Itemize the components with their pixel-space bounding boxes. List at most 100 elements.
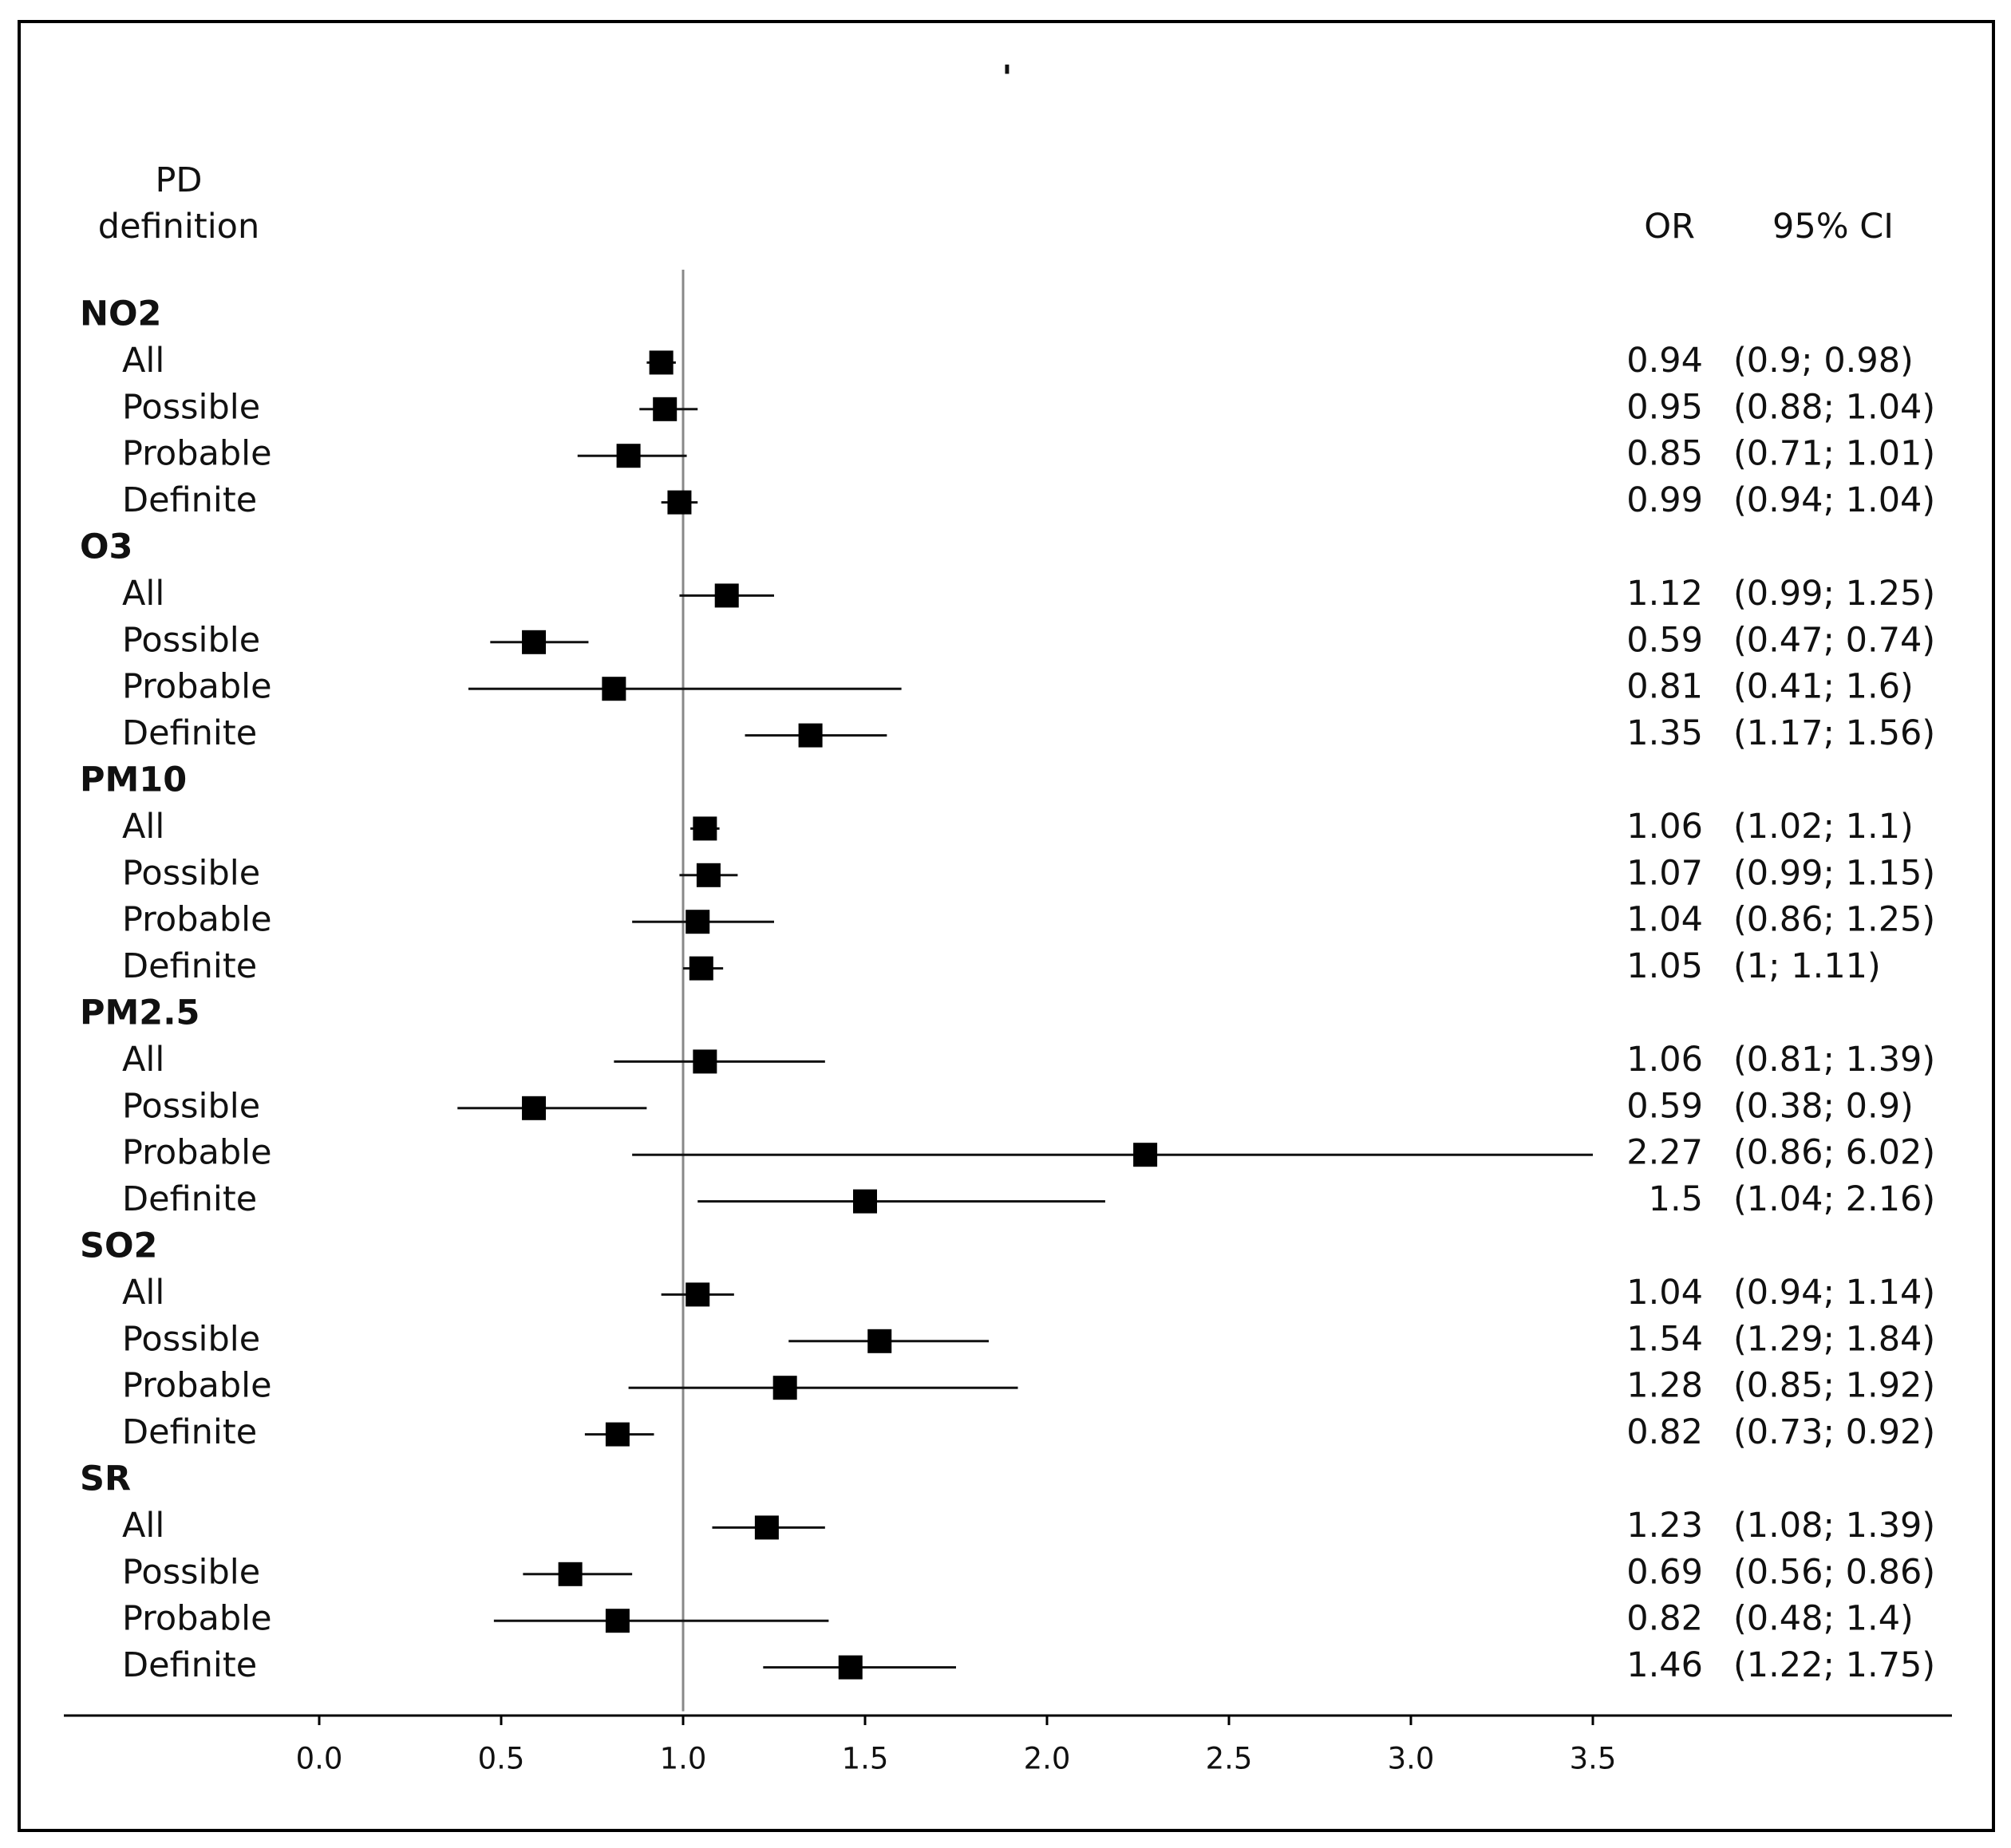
or-marker (616, 444, 641, 468)
row-label: Probable (122, 900, 272, 940)
row-label: Definite (122, 1645, 257, 1685)
plot-layer (457, 270, 1593, 1712)
x-tick-label: 2.5 (1206, 1742, 1253, 1776)
or-value: 1.06 (1626, 1040, 1703, 1080)
row-label: Definite (122, 480, 257, 520)
row-label: Possible (122, 1086, 260, 1126)
or-marker (798, 723, 823, 748)
or-value: 0.95 (1626, 387, 1703, 427)
or-value: 0.69 (1626, 1552, 1703, 1592)
row-label: Definite (122, 1179, 257, 1219)
or-marker (649, 350, 674, 375)
ci-value: (1.02; 1.1) (1733, 807, 1914, 847)
or-marker (714, 583, 739, 608)
or-value: 1.23 (1626, 1506, 1703, 1546)
ci-value: (1.04; 2.16) (1733, 1179, 1935, 1219)
or-marker (1133, 1143, 1158, 1167)
group-label: PM10 (80, 760, 187, 800)
or-marker (853, 1189, 877, 1214)
or-value: 1.07 (1626, 853, 1703, 893)
row-label: Probable (122, 1599, 272, 1639)
row-label: All (122, 807, 164, 847)
or-value: 1.28 (1626, 1366, 1703, 1406)
column-header-ci: 95% CI (1772, 207, 1894, 247)
or-marker (838, 1655, 863, 1680)
ci-value: (1.29; 1.84) (1733, 1319, 1935, 1359)
chart-title: ' (1002, 58, 1012, 98)
row-label: Probable (122, 1366, 272, 1406)
ci-value: (0.81; 1.39) (1733, 1040, 1935, 1080)
or-marker (867, 1329, 892, 1353)
ci-value: (0.94; 1.04) (1733, 480, 1935, 520)
x-tick-label: 1.5 (842, 1742, 889, 1776)
row-label: Possible (122, 387, 260, 427)
or-value: 1.06 (1626, 807, 1703, 847)
row-label: Probable (122, 1133, 272, 1173)
ci-value: (1.22; 1.75) (1733, 1645, 1935, 1685)
ci-value: (0.41; 1.6) (1733, 667, 1914, 707)
or-marker (653, 397, 678, 421)
x-tick-label: 1.0 (660, 1742, 707, 1776)
row-label: Possible (122, 1319, 260, 1359)
or-value: 1.05 (1626, 946, 1703, 986)
x-tick-label: 0.5 (478, 1742, 525, 1776)
group-label: SO2 (80, 1226, 157, 1266)
ci-value: (0.48; 1.4) (1733, 1599, 1914, 1639)
column-header-definition-line1: PD (155, 160, 202, 200)
x-tick-label: 0.0 (296, 1742, 343, 1776)
or-marker (689, 956, 713, 981)
ci-value: (0.86; 6.02) (1733, 1133, 1935, 1173)
or-value: 1.12 (1626, 574, 1703, 614)
ci-value: (0.86; 1.25) (1733, 900, 1935, 940)
row-label: All (122, 341, 164, 381)
or-marker (696, 863, 721, 887)
group-label: NO2 (80, 294, 161, 334)
ci-value: (0.94; 1.14) (1733, 1273, 1935, 1313)
or-value: 0.82 (1626, 1412, 1703, 1452)
or-value: 2.27 (1626, 1133, 1703, 1173)
ci-value: (0.56; 0.86) (1733, 1552, 1935, 1592)
group-label: SR (80, 1459, 131, 1499)
or-value: 1.35 (1626, 713, 1703, 753)
or-marker (685, 1282, 710, 1307)
column-header-definition-line2: definition (98, 207, 259, 247)
rows-layer: NO2 All 0.94 (0.9; 0.98) Possible 0.95 (0.88; … (80, 294, 1935, 1686)
or-value: 0.99 (1626, 480, 1703, 520)
or-marker (522, 1096, 547, 1120)
column-header-or: OR (1644, 207, 1695, 247)
row-label: Probable (122, 434, 272, 474)
or-value: 1.54 (1626, 1319, 1703, 1359)
or-marker (667, 490, 692, 515)
ci-value: (0.9; 0.98) (1733, 341, 1914, 381)
or-value: 0.59 (1626, 620, 1703, 660)
row-label: Probable (122, 667, 272, 707)
ci-value: (0.38; 0.9) (1733, 1086, 1914, 1126)
x-tick-label: 3.5 (1570, 1742, 1617, 1776)
or-marker (605, 1422, 630, 1447)
ci-value: (0.47; 0.74) (1733, 620, 1935, 660)
row-label: Possible (122, 1552, 260, 1592)
ci-value: (0.85; 1.92) (1733, 1366, 1935, 1406)
row-label: Possible (122, 620, 260, 660)
row-label: All (122, 1273, 164, 1313)
x-tick-label: 2.0 (1024, 1742, 1071, 1776)
or-marker (754, 1515, 779, 1540)
group-label: PM2.5 (80, 993, 200, 1033)
ci-value: (0.99; 1.25) (1733, 574, 1935, 614)
ci-value: (0.71; 1.01) (1733, 434, 1935, 474)
row-label: Definite (122, 1412, 257, 1452)
or-marker (602, 677, 626, 701)
x-tick-label: 3.0 (1388, 1742, 1435, 1776)
ci-value: (0.88; 1.04) (1733, 387, 1935, 427)
row-label: Definite (122, 713, 257, 753)
or-marker (605, 1609, 630, 1633)
ci-value: (1.17; 1.56) (1733, 713, 1935, 753)
figure-border (18, 20, 1995, 1832)
or-value: 1.5 (1649, 1179, 1703, 1219)
or-value: 0.59 (1626, 1086, 1703, 1126)
or-value: 0.82 (1626, 1599, 1703, 1639)
row-label: All (122, 1040, 164, 1080)
or-value: 1.46 (1626, 1645, 1703, 1685)
ci-value: (0.73; 0.92) (1733, 1412, 1935, 1452)
